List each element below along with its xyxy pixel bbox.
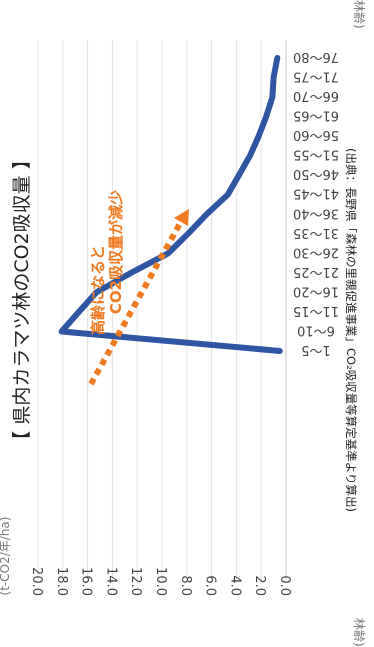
x-tick-label: 76～80 <box>293 49 339 64</box>
x-unit-label: (林齢) <box>352 0 367 29</box>
y-tick-label: 16.0 <box>79 567 94 596</box>
y-tick-label: 12.0 <box>128 567 143 596</box>
chart-title: 【 県内カラマツ林のCO2吸収量 】 <box>11 150 33 449</box>
x-tick-label: 41～45 <box>293 186 339 201</box>
annotation: 高齢になると CO2吸収量が減少 <box>88 190 189 386</box>
x-tick-label: 11～15 <box>293 303 339 318</box>
x-tick-label: 1～5 <box>301 342 331 357</box>
x-tick-label: 6～10 <box>297 322 335 337</box>
x-tick-label: 16～20 <box>293 283 339 298</box>
gridlines <box>37 40 287 580</box>
y-tick-label: 8.0 <box>178 575 193 596</box>
x-tick-label: 26～30 <box>293 244 339 259</box>
x-unit-label-cut: 林齢) <box>352 618 367 647</box>
annotation-text-2: CO2吸収量が減少 <box>107 190 125 314</box>
x-tick-label: 31～35 <box>293 225 339 240</box>
x-tick-label: 46～50 <box>293 166 339 181</box>
source-note: (出典：長野県「森林の里親促進事業」CO₂吸収量等算定基準より算出) <box>344 148 358 512</box>
y-tick-label: 4.0 <box>227 575 242 596</box>
y-tick-labels: 0.0 2.0 4.0 6.0 8.0 10.0 12.0 14.0 16.0 18.0 20.0 <box>29 567 292 596</box>
y-tick-label: 18.0 <box>54 567 69 596</box>
annotation-arrow <box>88 216 186 386</box>
y-tick-label: 10.0 <box>153 567 168 596</box>
x-tick-label: 71～75 <box>293 69 339 84</box>
x-tick-label: 36～40 <box>293 205 339 220</box>
annotation-arrowhead <box>174 209 189 226</box>
x-tick-label: 56～60 <box>293 127 339 142</box>
x-tick-label: 51～55 <box>293 147 339 162</box>
annotation-text-1: 高齢になると <box>89 245 107 335</box>
x-tick-labels: 1～5 6～10 11～15 16～20 21～25 26～30 31～35 36～40 41～… <box>293 49 339 357</box>
x-tick-label: 21～25 <box>293 264 339 279</box>
x-tick-label: 66～70 <box>293 88 339 103</box>
series-line <box>58 55 283 354</box>
x-tick-label: 61～65 <box>293 108 339 123</box>
y-tick-label: 14.0 <box>103 567 118 596</box>
y-unit-label: (t-CO2/年/ha) <box>0 517 12 596</box>
y-tick-label: 2.0 <box>252 575 267 596</box>
y-tick-label: 20.0 <box>29 567 44 596</box>
y-tick-label: 0.0 <box>277 575 292 596</box>
y-tick-label: 6.0 <box>203 575 218 596</box>
